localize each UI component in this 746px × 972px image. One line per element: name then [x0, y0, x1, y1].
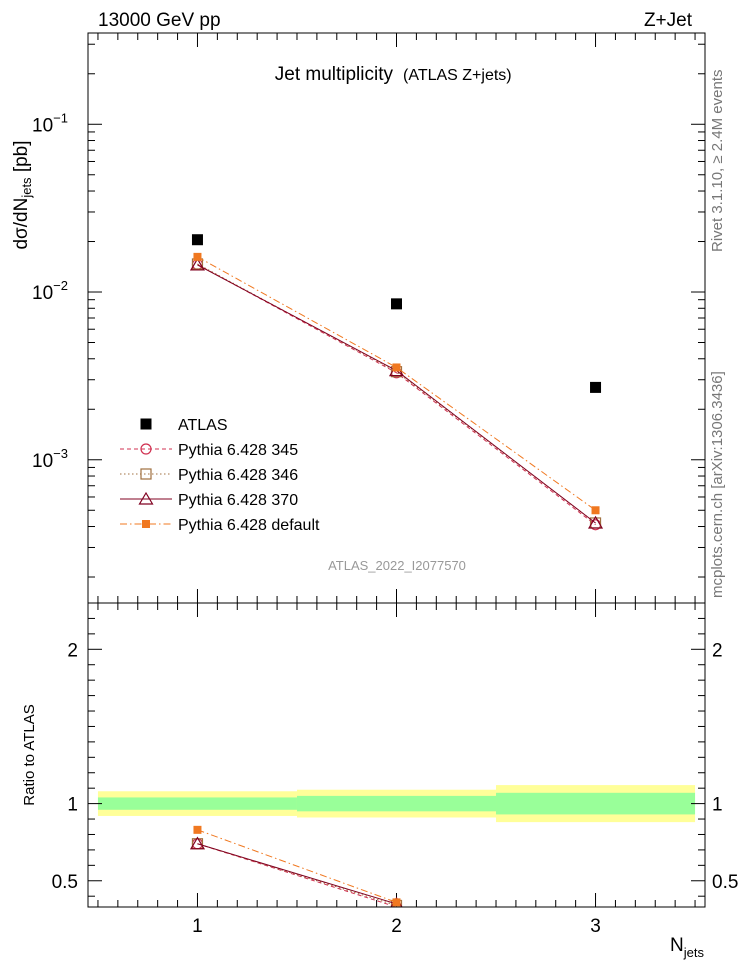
ratio-pythia-6-428-370-point	[189, 836, 206, 850]
legend-label-pythia-6-428-345: Pythia 6.428 345	[178, 442, 298, 459]
legend-label-pythia-6-428-370: Pythia 6.428 370	[178, 492, 298, 509]
pythia-6-428-370-point	[189, 257, 206, 271]
ratio-plot-frame	[87, 602, 706, 908]
ratio-pythia-6-428-default-point	[392, 898, 401, 907]
rivet-label: Rivet 3.1.10, ≥ 2.4M events	[709, 70, 726, 253]
ratio-inner-band	[496, 792, 696, 815]
ratio-y-tick-label-right: 1	[712, 795, 723, 816]
x-tick-label: 2	[391, 916, 402, 937]
pythia-6-428-default-point	[193, 252, 202, 261]
main-panel: Jet multiplicity (ATLAS Z+jets) 10−1 10−2…	[11, 32, 706, 604]
pythia-6-428-370-point	[587, 515, 604, 529]
process-label: Z+Jet	[644, 10, 693, 31]
atlas-point	[590, 381, 602, 393]
y-tick-label: 10−3	[32, 446, 68, 472]
legend-marker-pythia-6-428-345	[140, 443, 152, 455]
ratio-y-tick-label-right: 0.5	[712, 872, 738, 893]
ratio-pythia-6-428-default-line	[197, 829, 397, 903]
legend-label-pythia-6-428-default: Pythia 6.428 default	[178, 517, 320, 534]
atlas-point	[391, 298, 402, 310]
ratio-pythia-6-428-346-line	[197, 843, 397, 906]
ratio-plot-content: 0.5 0.5 1 1 2 2 1 2 3	[52, 602, 738, 937]
energy-label: 13000 GeV pp	[98, 10, 221, 31]
legend-label-pythia-6-428-346: Pythia 6.428 346	[178, 467, 298, 484]
ratio-series-group	[189, 825, 403, 907]
mcplots-label: mcplots.cern.ch [arXiv:1306.3436]	[709, 371, 726, 598]
ratio-panel: 0.5 0.5 1 1 2 2 1 2 3 Ratio to ATLAS Njets	[21, 602, 738, 960]
x-axis-label: Njets	[670, 935, 704, 960]
legend-marker-pythia-6-428-default	[142, 520, 150, 528]
x-tick-label: 1	[192, 916, 203, 937]
main-plot-content: 10−1 10−2 10−3	[32, 33, 705, 603]
atlas-point	[191, 234, 203, 246]
legend-marker-pythia-6-428-370	[138, 491, 154, 505]
y-tick-label: 10−2	[32, 278, 68, 304]
ratio-y-tick-label: 1	[67, 795, 78, 816]
ratio-pythia-6-428-default-point	[193, 825, 202, 834]
legend-label-atlas: ATLAS	[178, 417, 228, 434]
ratio-pythia-6-428-370-line	[197, 843, 397, 905]
y-tick-label: 10−1	[32, 110, 68, 136]
ratio-y-tick-label: 0.5	[52, 872, 78, 893]
pythia-6-428-default-point	[591, 506, 600, 515]
pythia-6-428-345-line	[197, 264, 596, 526]
chart-subtitle: (ATLAS Z+jets)	[403, 67, 512, 84]
ratio-y-tick-label: 2	[67, 640, 78, 661]
analysis-tag: ATLAS_2022_I2077570	[328, 558, 466, 573]
ratio-y-tick-label-right: 2	[712, 640, 723, 661]
ratio-y-axis-label: Ratio to ATLAS	[21, 704, 38, 805]
ratio-inner-band	[296, 795, 497, 812]
legend-marker-pythia-6-428-346	[140, 468, 152, 480]
ratio-inner-band	[97, 797, 297, 810]
x-tick-label: 3	[590, 916, 601, 937]
legend-marker-atlas	[140, 418, 152, 430]
main-y-axis-label: dσ/dNjets [pb]	[11, 140, 34, 249]
legend: ATLAS Pythia 6.428 345 Pythia 6.428 346 Pyt…	[120, 417, 320, 534]
chart-title: Jet multiplicity	[275, 64, 394, 85]
pythia-6-428-default-point	[392, 363, 401, 372]
